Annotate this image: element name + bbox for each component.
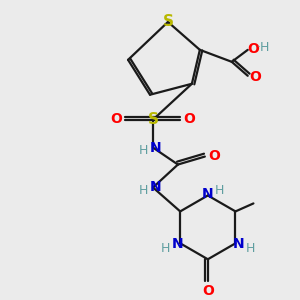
Text: N: N — [150, 181, 162, 194]
Text: H: H — [246, 242, 255, 255]
Text: O: O — [183, 112, 195, 126]
Text: N: N — [233, 237, 244, 251]
Text: H: H — [138, 184, 148, 197]
Text: O: O — [202, 284, 214, 298]
Text: O: O — [247, 42, 259, 56]
Text: N: N — [202, 188, 214, 202]
Text: H: H — [138, 144, 148, 157]
Text: O: O — [110, 112, 122, 126]
Text: O: O — [249, 70, 261, 84]
Text: S: S — [162, 14, 173, 29]
Text: H: H — [215, 184, 224, 197]
Text: N: N — [171, 237, 183, 251]
Text: ·H: ·H — [257, 41, 270, 54]
Text: O: O — [208, 148, 220, 163]
Text: S: S — [148, 112, 158, 127]
Text: H: H — [160, 242, 170, 255]
Text: N: N — [150, 141, 162, 154]
